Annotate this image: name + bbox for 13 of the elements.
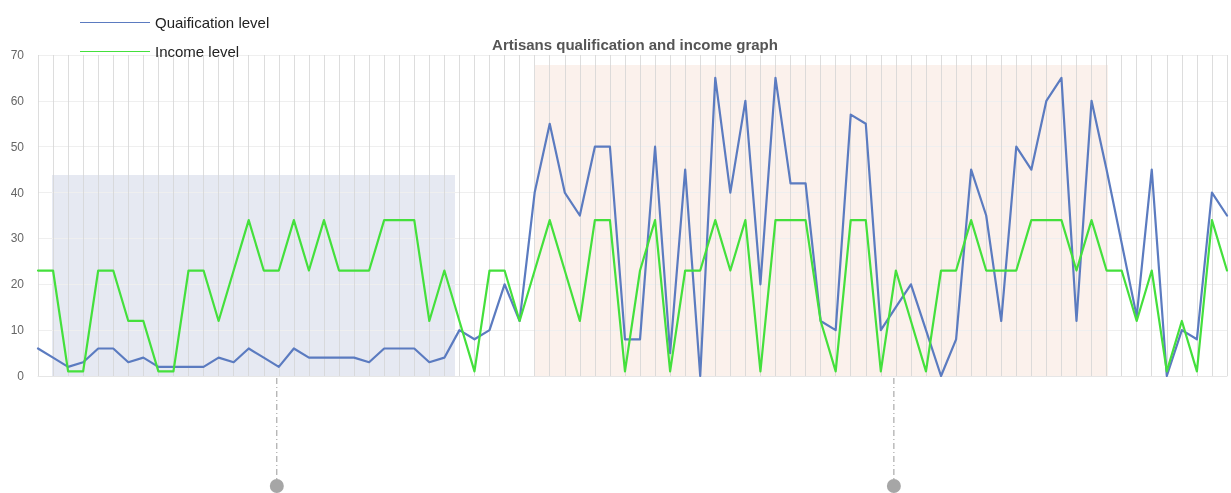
y-tick-label: 50: [10, 139, 25, 154]
line-series: [36, 218, 1229, 373]
y-tick-label: 20: [10, 277, 25, 292]
legend-label: Quaification level: [155, 14, 270, 31]
y-tick-label: 40: [10, 185, 25, 200]
y-tick-label: 10: [10, 323, 25, 338]
chart-title: Artisans qualification and income graph: [492, 36, 778, 53]
y-tick-label: 0: [17, 369, 25, 383]
line-series: [36, 76, 1229, 378]
y-tick-label: 70: [10, 48, 25, 62]
y-tick-label: 30: [10, 231, 25, 246]
legend-label: Income level: [155, 43, 240, 60]
y-tick-label: 60: [10, 93, 25, 108]
